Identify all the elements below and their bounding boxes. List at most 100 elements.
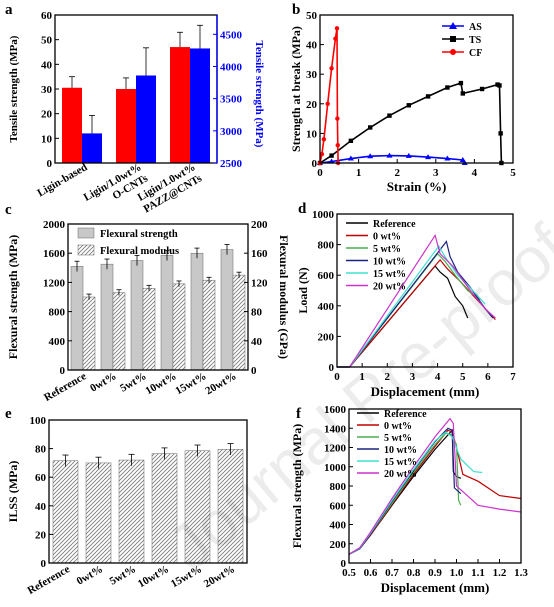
legend-label: 0 wt% [373,232,401,243]
legend-label: 0 wt% [384,421,412,432]
bar [184,450,211,564]
panel-f: f 0 200 400 600 800 1000 1200 1400 1600 0.5 0.6 0.7 0… [290,404,528,595]
data-point [479,86,485,92]
x-tick-label: 3 [433,167,439,179]
x-tick-label: 0.9 [428,567,442,579]
data-point [386,152,393,158]
legend-label: 10 wt% [384,445,417,456]
y-tick-label: 10 [41,133,53,145]
y2-axis-label: Tensile strength (MPa) [253,41,265,148]
y-axis-label: Flexural strength (MPa) [290,424,304,548]
y-tick-label: 0 [60,365,66,377]
x-tick-label: 0.5 [342,567,356,579]
panel-b: b 0 10 20 30 40 50 0 1 2 3 4 5 Strength at break (MPa… [289,2,516,194]
category-label: 15wt% [173,370,208,397]
bar [190,252,204,371]
bar [118,459,145,564]
panel-letter-f: f [296,406,302,422]
bar [172,283,186,371]
series-line [319,82,503,164]
y-tick-label: 2000 [43,219,66,231]
bar [85,462,112,564]
y-tick-label: 800 [330,481,347,493]
y-tick-label: 800 [318,240,335,252]
category-label: 5wt% [118,370,148,394]
bar [136,75,156,163]
legend-label: 5 wt% [384,433,412,444]
y2-tick-label: 2500 [220,158,243,170]
x-tick-label: 4 [435,371,441,383]
legend-swatch [77,244,95,256]
data-point [458,80,464,86]
data-point [329,66,334,71]
y-tick-label: 60 [35,472,47,484]
x-tick-label: 1 [359,371,365,383]
legend-label: AS [469,22,482,33]
x-tick-label: 7 [510,371,516,383]
y-tick-label: 40 [35,501,47,513]
legend-label: 15 wt% [373,269,406,280]
x-tick-label: 1.1 [471,567,485,579]
y-tick-label: 0 [312,158,318,170]
y-tick-label: 80 [35,444,47,456]
bar [130,260,144,371]
x-tick-label: 1.3 [514,567,528,579]
legend-swatch [77,227,95,239]
data-point [497,83,502,88]
y2-tick-label: 200 [251,219,268,231]
y-tick-label: 30 [306,69,318,81]
data-point [328,158,335,164]
series-line [348,417,522,555]
data-point [347,155,354,161]
legend-marker [450,49,456,55]
x-tick-label: 0.6 [364,567,378,579]
y2-tick-label: 4000 [220,61,243,73]
y-tick-label: 0 [329,362,335,374]
data-point [367,125,373,130]
y-tick-label: 400 [318,301,335,313]
x-axis-label: Strain (%) [387,179,447,194]
data-point [319,151,325,157]
legend-label: CF [469,48,482,59]
y-tick-label: 20 [306,99,318,111]
y-tick-label: 1200 [43,277,66,289]
data-point [321,137,327,142]
panel-letter-c: c [5,202,12,218]
x-tick-label: 0 [334,371,340,383]
x-tick-label: 6 [485,371,491,383]
y-tick-label: 200 [318,331,335,343]
y-tick-label: 1200 [324,443,347,455]
y-tick-label: 60 [41,10,53,22]
legend-label: 20 wt% [384,469,417,480]
panel-c: Reference 0wt% 5wt%10wt%15wt%20wt%c0400800… [5,202,291,404]
y-tick-label: 50 [306,10,318,22]
x-tick-label: 1.2 [493,567,507,579]
series-line [337,233,496,368]
y-axis-label: Strength at break (MPa) [289,26,303,152]
series-line [319,28,339,164]
data-point [367,153,374,159]
y-tick-label: 0 [47,158,53,170]
x-tick-label: 2 [394,167,400,179]
y2-tick-label: 3500 [220,94,243,106]
legend-label: 5 wt% [373,244,401,255]
plot-frame [348,408,522,564]
bar [202,279,216,371]
data-point [335,116,340,121]
data-point [498,131,503,136]
x-tick-label: 4 [472,167,478,179]
legend-marker [450,36,456,42]
y-tick-label: 600 [330,500,347,512]
plot-frame [336,213,514,368]
y-tick-label: 20 [35,529,47,541]
y-tick-label: 200 [330,539,347,551]
y-tick-label: 1400 [324,423,347,435]
bar [232,274,246,371]
category-label: 0wt% [75,563,105,587]
y-tick-label: 0 [341,558,347,570]
panel-d: d 0 200 400 600 800 1000 0 1 2 3 4 5 6 7 Load (N) Displa… [296,201,516,399]
bar [142,287,156,371]
category-label: 10wt% [136,563,171,590]
series-line [337,252,481,368]
